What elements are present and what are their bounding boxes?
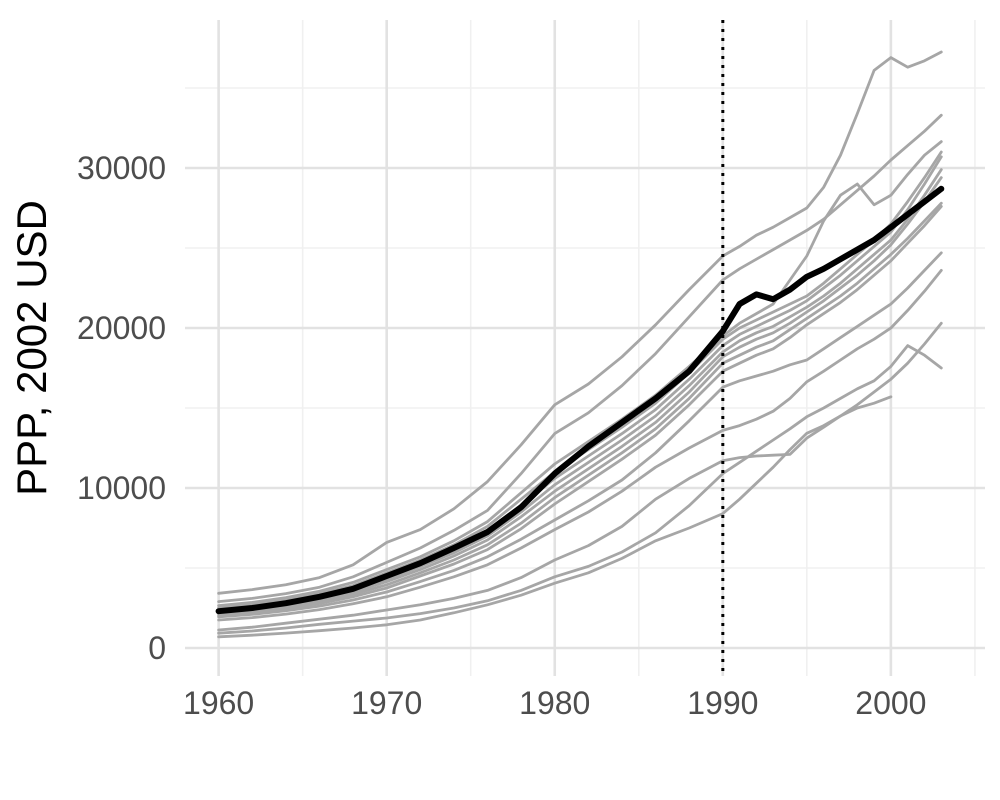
grid-major-layer xyxy=(185,20,985,676)
y-tick-label: 10000 xyxy=(77,470,166,506)
y-tick-label: 20000 xyxy=(77,310,166,346)
gdp-series-line xyxy=(217,113,943,603)
grid-minor-layer xyxy=(185,20,985,676)
gdp-series-line xyxy=(217,251,943,619)
gdp-series-line xyxy=(217,150,943,610)
gdp-series-line xyxy=(217,176,943,614)
axis-tick-labels-layer: 0 10000 20000 30000 1960 1970 1980 1990 2000 xyxy=(77,150,926,721)
gdp-series-line xyxy=(217,344,943,635)
mean-gdp-line xyxy=(215,185,945,615)
x-tick-label: 1980 xyxy=(519,685,590,721)
x-tick-label: 1990 xyxy=(687,685,758,721)
gdp-series-line xyxy=(217,140,943,607)
x-tick-label: 2000 xyxy=(855,685,926,721)
gdp-series-line xyxy=(217,155,943,611)
gdp-series-line xyxy=(217,205,943,617)
series-lines-layer xyxy=(217,50,943,639)
mean-line-layer xyxy=(215,185,945,615)
gdp-series-line xyxy=(217,395,893,639)
gdp-series-line xyxy=(217,269,943,622)
gdp-series-line xyxy=(217,50,943,595)
gdp-series-line xyxy=(217,321,943,632)
gdp-series-line xyxy=(217,201,943,615)
y-axis-title: PPP, 2002 USD xyxy=(8,200,55,496)
y-tick-label: 30000 xyxy=(77,150,166,186)
x-tick-label: 1970 xyxy=(351,685,422,721)
y-tick-label: 0 xyxy=(148,630,166,666)
x-tick-label: 1960 xyxy=(183,685,254,721)
